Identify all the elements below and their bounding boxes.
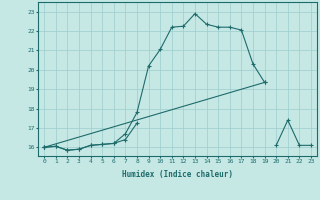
X-axis label: Humidex (Indice chaleur): Humidex (Indice chaleur)	[122, 170, 233, 179]
